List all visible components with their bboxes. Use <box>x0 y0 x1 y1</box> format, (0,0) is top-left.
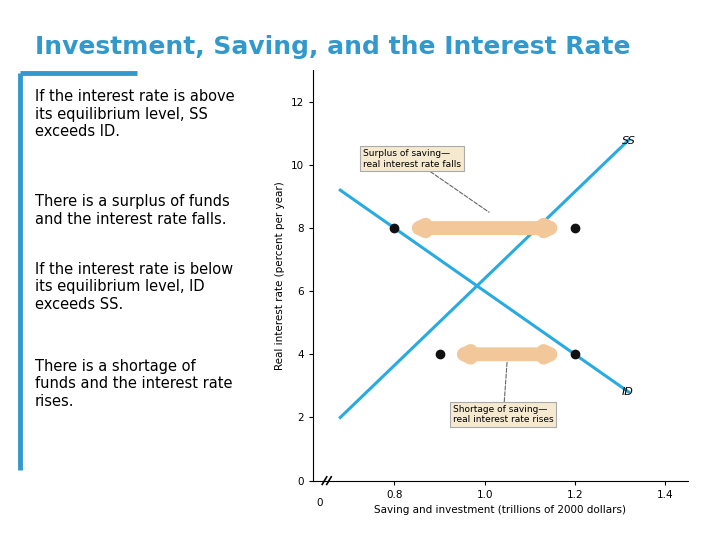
Y-axis label: Real interest rate (percent per year): Real interest rate (percent per year) <box>275 181 285 370</box>
Text: SS: SS <box>622 136 636 146</box>
Text: Investment, Saving, and the Interest Rate: Investment, Saving, and the Interest Rat… <box>35 35 630 59</box>
Text: ID: ID <box>622 388 634 397</box>
Text: 0: 0 <box>317 498 323 508</box>
Text: Surplus of saving—
real interest rate falls: Surplus of saving— real interest rate fa… <box>363 149 489 212</box>
Text: If the interest rate is below
its equilibrium level, ID
exceeds SS.: If the interest rate is below its equili… <box>35 262 233 312</box>
Text: Shortage of saving—
real interest rate rises: Shortage of saving— real interest rate r… <box>453 361 554 424</box>
X-axis label: Saving and investment (trillions of 2000 dollars): Saving and investment (trillions of 2000… <box>374 505 626 515</box>
Text: There is a shortage of
funds and the interest rate
rises.: There is a shortage of funds and the int… <box>35 359 232 409</box>
Text: If the interest rate is above
its equilibrium level, SS
exceeds ID.: If the interest rate is above its equili… <box>35 89 234 139</box>
Text: There is a surplus of funds
and the interest rate falls.: There is a surplus of funds and the inte… <box>35 194 229 227</box>
